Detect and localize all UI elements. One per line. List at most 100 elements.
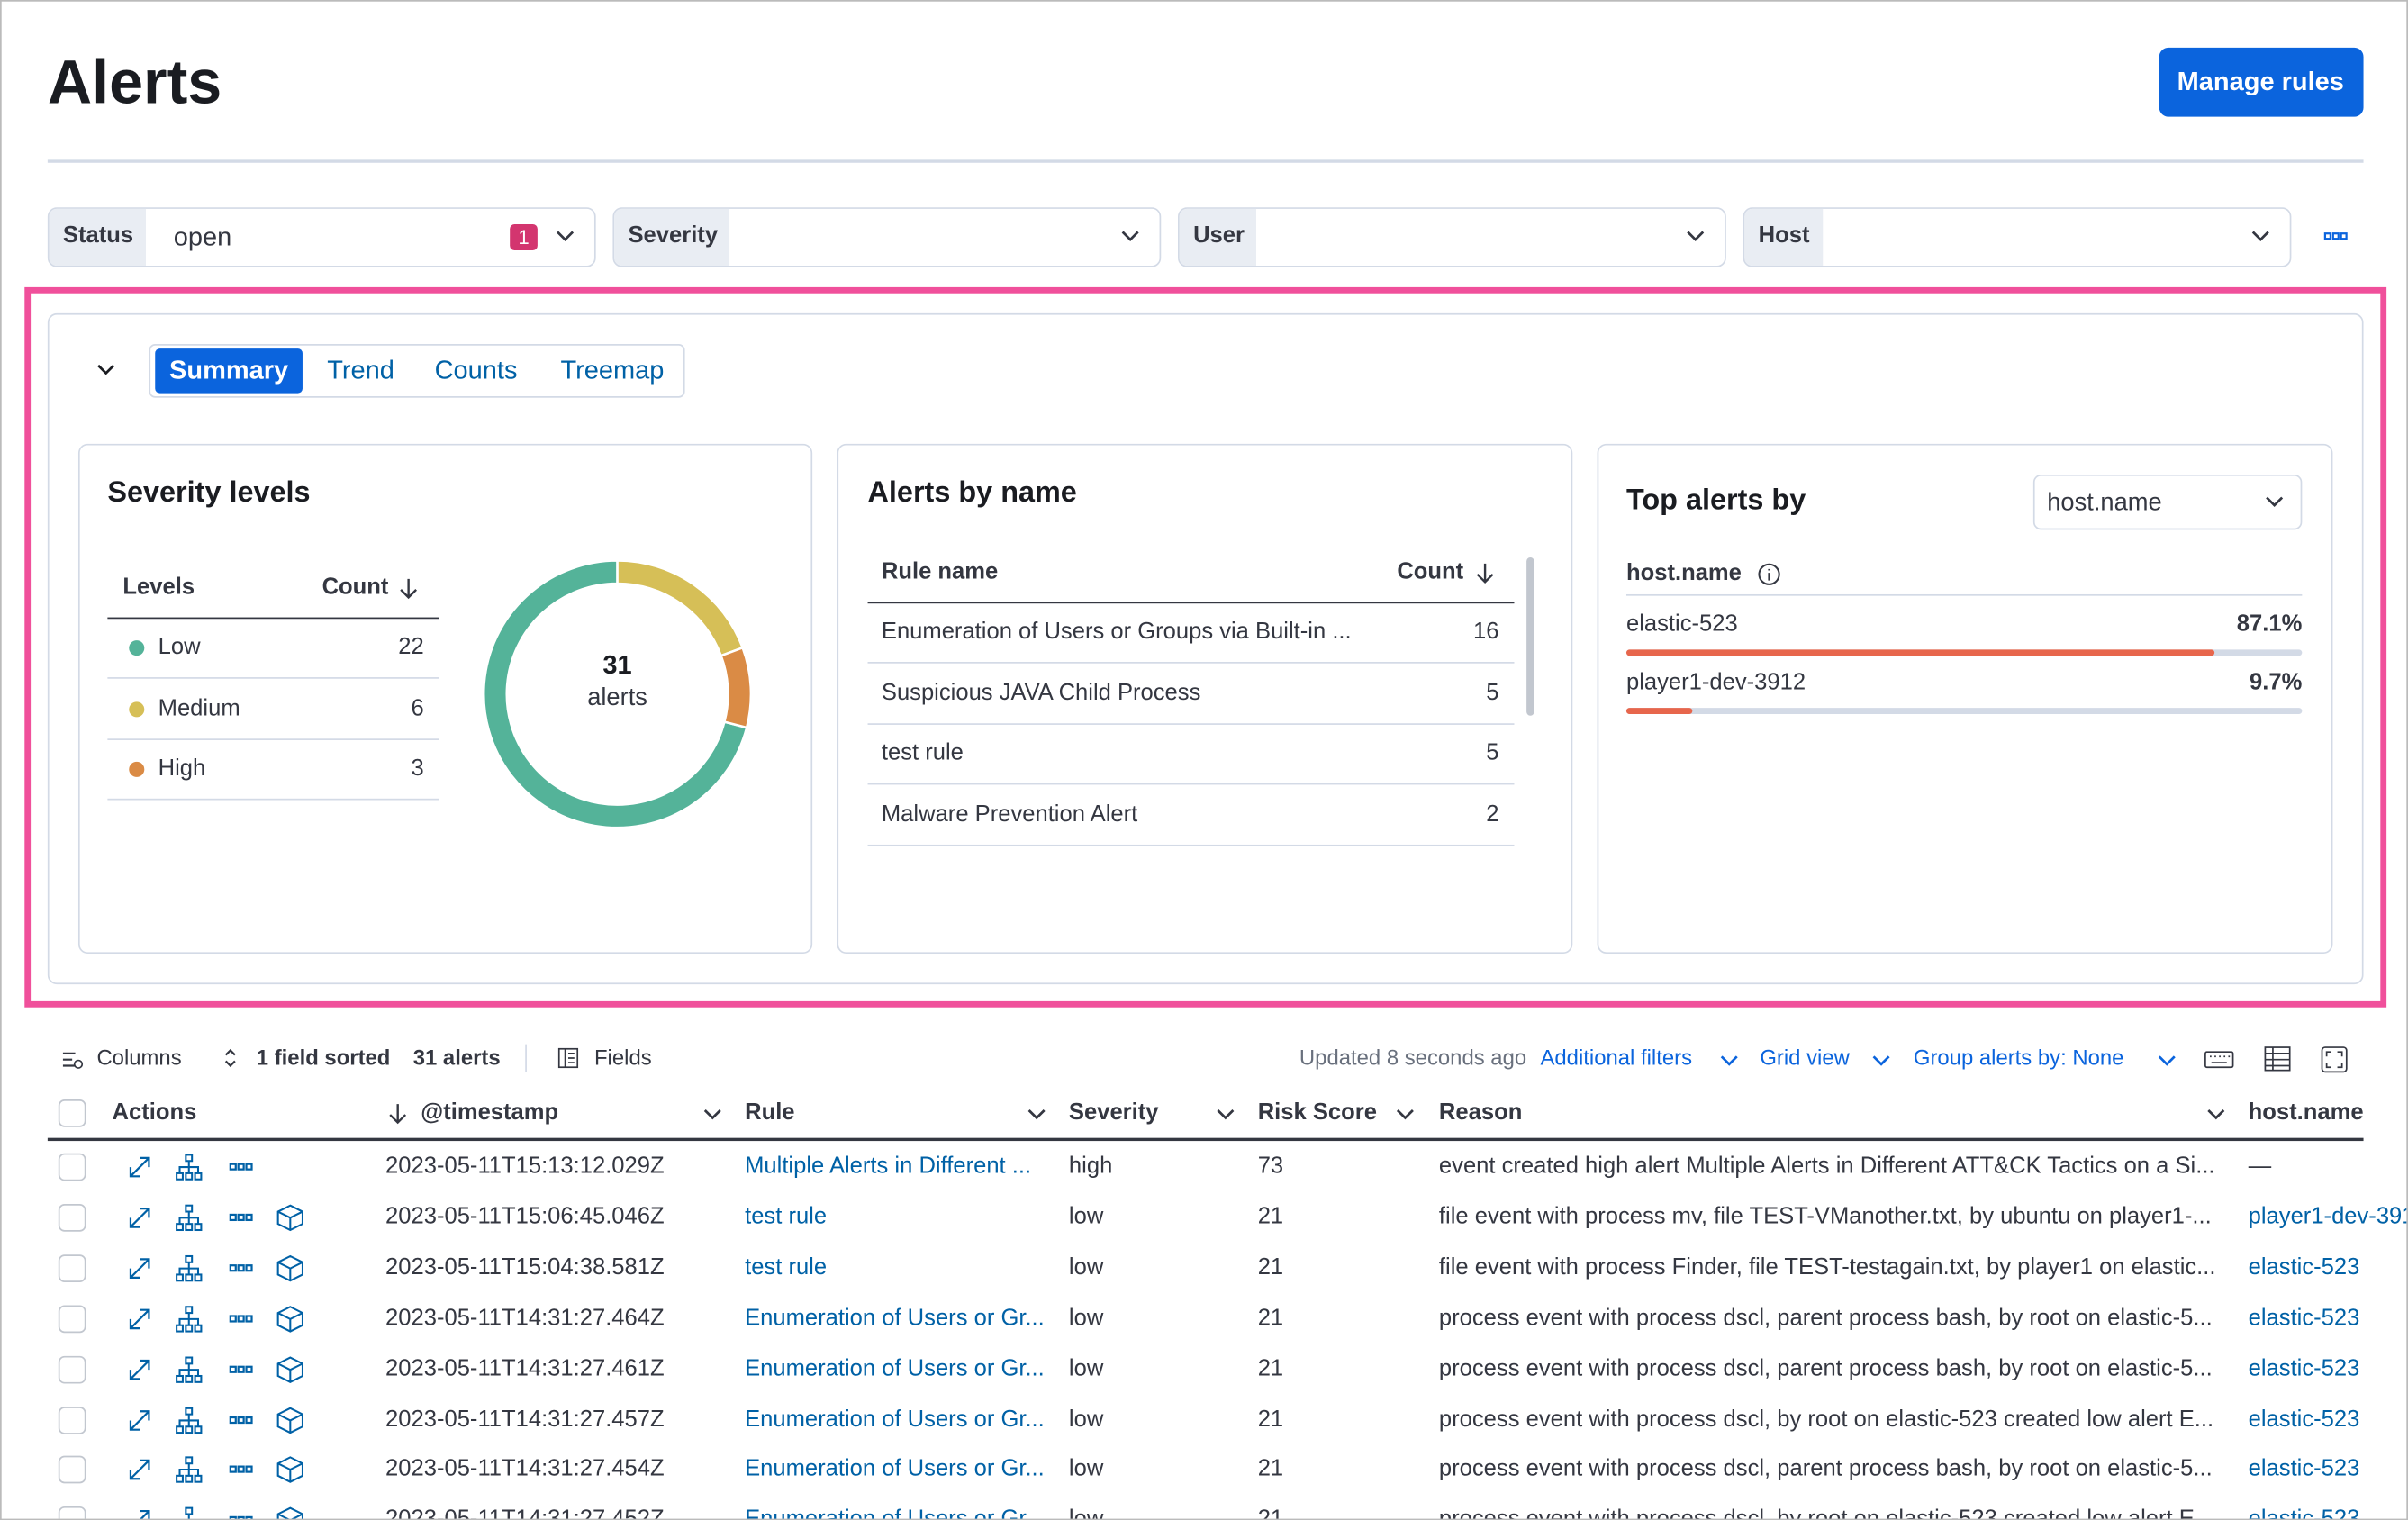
cell[interactable]: elastic-523 bbox=[2248, 1255, 2360, 1280]
filter-dropdown[interactable] bbox=[553, 224, 577, 249]
cell[interactable]: Enumeration of Users or Gr... bbox=[745, 1407, 1045, 1432]
column-header[interactable]: Severity bbox=[1068, 1099, 1159, 1126]
select-dropdown[interactable] bbox=[2262, 490, 2286, 514]
more-actions[interactable] bbox=[229, 1154, 253, 1179]
density-icon[interactable] bbox=[2262, 1045, 2293, 1075]
analyze-icon[interactable] bbox=[175, 1456, 203, 1484]
cell[interactable]: player1-dev-3912 bbox=[2248, 1205, 2407, 1230]
column-header[interactable]: @timestamp bbox=[421, 1099, 559, 1126]
session-icon[interactable] bbox=[276, 1506, 304, 1520]
more-actions[interactable] bbox=[229, 1508, 253, 1520]
dropdown[interactable] bbox=[1869, 1049, 1890, 1071]
analyze-icon[interactable] bbox=[175, 1254, 203, 1282]
session-icon[interactable] bbox=[276, 1305, 304, 1333]
column-header[interactable]: Rule bbox=[745, 1099, 795, 1126]
collapse-toggle[interactable] bbox=[94, 357, 118, 382]
filter-dropdown[interactable] bbox=[1683, 224, 1707, 249]
row-checkbox[interactable] bbox=[58, 1506, 86, 1519]
expand-icon[interactable] bbox=[126, 1254, 154, 1282]
fields-icon[interactable] bbox=[556, 1045, 580, 1070]
toolbar-item[interactable]: Columns bbox=[96, 1045, 182, 1070]
dropdown[interactable] bbox=[1717, 1049, 1739, 1071]
more-actions[interactable] bbox=[229, 1357, 253, 1381]
expand-icon[interactable] bbox=[126, 1204, 154, 1232]
session-icon[interactable] bbox=[276, 1406, 304, 1434]
toolbar-item[interactable]: 1 field sorted bbox=[256, 1045, 391, 1070]
tab[interactable]: Treemap bbox=[560, 356, 665, 385]
toolbar-item[interactable]: Grid view bbox=[1760, 1045, 1850, 1070]
more-actions[interactable] bbox=[229, 1458, 253, 1482]
field-select[interactable] bbox=[2032, 474, 2303, 530]
toolbar-item[interactable]: Additional filters bbox=[1540, 1045, 1693, 1070]
analyze-icon[interactable] bbox=[175, 1204, 203, 1232]
session-icon[interactable] bbox=[276, 1355, 304, 1383]
cell: low bbox=[1068, 1407, 1104, 1432]
cell[interactable]: test rule bbox=[745, 1255, 828, 1280]
more-actions[interactable] bbox=[229, 1256, 253, 1280]
row-checkbox[interactable] bbox=[58, 1406, 86, 1434]
cell[interactable]: Enumeration of Users or Gr... bbox=[745, 1457, 1045, 1482]
row-checkbox[interactable] bbox=[58, 1253, 86, 1282]
expand-icon[interactable] bbox=[126, 1305, 154, 1333]
columns-icon[interactable] bbox=[60, 1047, 85, 1072]
cell[interactable]: test rule bbox=[745, 1205, 828, 1230]
column-header[interactable]: host.name bbox=[2248, 1099, 2364, 1126]
session-icon[interactable] bbox=[276, 1204, 304, 1232]
row-checkbox[interactable] bbox=[58, 1355, 86, 1383]
expand-icon[interactable] bbox=[126, 1456, 154, 1484]
expand-icon[interactable] bbox=[126, 1506, 154, 1520]
cell[interactable]: elastic-523 bbox=[2248, 1457, 2360, 1482]
row-checkbox[interactable] bbox=[58, 1203, 86, 1232]
filter-dropdown[interactable] bbox=[1118, 224, 1143, 249]
analyze-icon[interactable] bbox=[175, 1154, 203, 1181]
column-menu[interactable] bbox=[1213, 1102, 1235, 1124]
cell[interactable]: elastic-523 bbox=[2248, 1306, 2360, 1331]
session-icon[interactable] bbox=[276, 1456, 304, 1484]
analyze-icon[interactable] bbox=[175, 1355, 203, 1383]
toolbar-item[interactable]: Group alerts by: None bbox=[1913, 1045, 2124, 1070]
button-label[interactable]: Manage rules bbox=[2177, 67, 2344, 96]
more-filters[interactable] bbox=[2323, 224, 2348, 249]
filter-control[interactable] bbox=[1178, 207, 1726, 267]
cell[interactable]: Multiple Alerts in Different ... bbox=[745, 1154, 1032, 1180]
expand-icon[interactable] bbox=[126, 1406, 154, 1434]
cell[interactable]: Enumeration of Users or Gr... bbox=[745, 1508, 1052, 1519]
sort-icon[interactable] bbox=[218, 1045, 242, 1070]
column-menu[interactable] bbox=[1393, 1102, 1415, 1124]
tab[interactable]: Counts bbox=[434, 356, 518, 385]
more-actions[interactable] bbox=[229, 1407, 253, 1432]
tab[interactable]: Trend bbox=[327, 356, 394, 385]
row-checkbox[interactable] bbox=[58, 1305, 86, 1333]
dropdown[interactable] bbox=[2155, 1049, 2177, 1071]
analyze-icon[interactable] bbox=[175, 1406, 203, 1434]
expand-icon[interactable] bbox=[126, 1355, 154, 1383]
filter-control[interactable] bbox=[1743, 207, 2292, 267]
cell[interactable]: elastic-523 bbox=[2248, 1407, 2360, 1432]
analyze-icon[interactable] bbox=[175, 1305, 203, 1333]
filter-dropdown[interactable] bbox=[2249, 224, 2273, 249]
session-icon[interactable] bbox=[276, 1254, 304, 1282]
more-actions[interactable] bbox=[229, 1307, 253, 1331]
tab-active[interactable] bbox=[155, 348, 303, 394]
manage-rules-button[interactable] bbox=[2159, 47, 2364, 117]
toolbar-item[interactable]: Fields bbox=[593, 1045, 652, 1070]
column-menu[interactable] bbox=[2204, 1102, 2225, 1124]
column-header[interactable]: Reason bbox=[1438, 1099, 1523, 1126]
analyze-icon[interactable] bbox=[175, 1506, 203, 1520]
column-menu[interactable] bbox=[701, 1102, 722, 1124]
cell[interactable]: Enumeration of Users or Gr... bbox=[745, 1306, 1045, 1331]
cell[interactable]: elastic-523 bbox=[2249, 1508, 2407, 1519]
keyboard-icon[interactable] bbox=[2204, 1045, 2234, 1073]
more-actions[interactable] bbox=[229, 1206, 253, 1230]
row-checkbox[interactable] bbox=[58, 1153, 86, 1181]
select-value[interactable]: host.name bbox=[2047, 490, 2162, 517]
tab[interactable]: Summary bbox=[169, 356, 289, 385]
cell[interactable]: Enumeration of Users or Gr... bbox=[745, 1356, 1045, 1381]
row-checkbox[interactable] bbox=[58, 1456, 86, 1485]
expand-icon[interactable] bbox=[126, 1154, 154, 1181]
cell[interactable]: elastic-523 bbox=[2248, 1356, 2360, 1381]
fullscreen-icon[interactable] bbox=[2319, 1045, 2349, 1075]
column-header[interactable]: Risk Score bbox=[1257, 1099, 1377, 1126]
header-checkbox[interactable] bbox=[58, 1099, 86, 1127]
column-menu[interactable] bbox=[1024, 1102, 1046, 1124]
